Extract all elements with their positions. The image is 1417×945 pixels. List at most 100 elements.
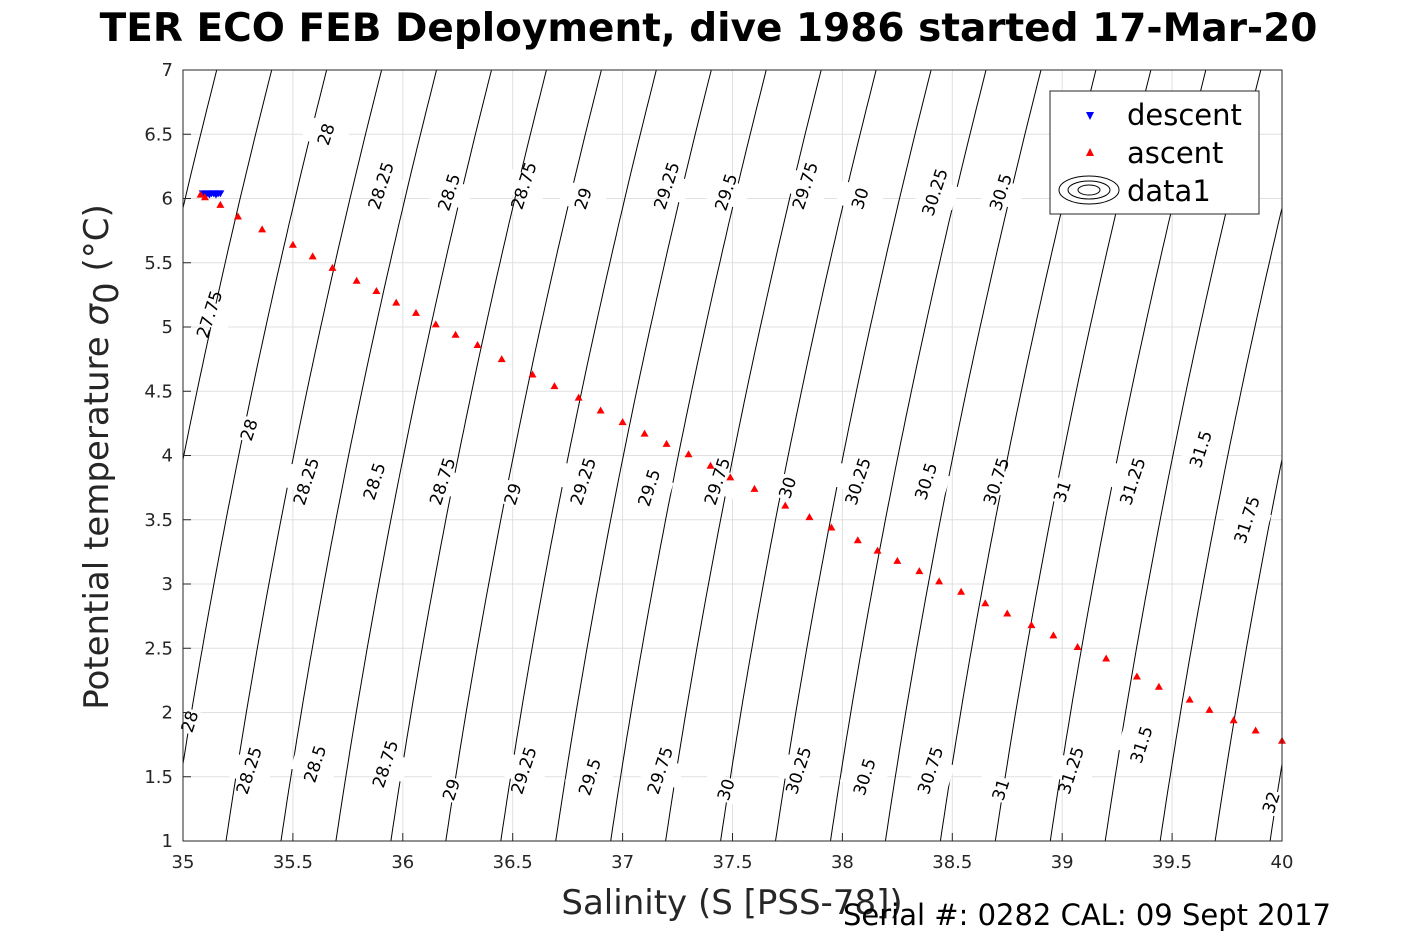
ascent-point (288, 240, 297, 248)
ascent-point (1205, 705, 1214, 713)
ascent-point (574, 393, 583, 401)
contour-label-bg (976, 173, 1026, 211)
y-tick-label: 1 (162, 831, 173, 852)
contour-label-bg (1037, 473, 1087, 510)
contour-label-bg (558, 180, 608, 217)
isopycnal-line (1269, 760, 1282, 841)
legend-descent-marker (1086, 112, 1094, 120)
contour-label-bg (349, 462, 399, 500)
ascent-point (196, 190, 205, 198)
ascent-point (258, 225, 267, 233)
contour-label-bg (762, 469, 813, 506)
y-tick-label: 1.5 (144, 767, 173, 788)
ascent-point (372, 287, 381, 295)
y-axis-label-main: Potential temperature (77, 326, 117, 710)
ascent-point (1132, 672, 1141, 680)
isopycnal-line (0, 32, 62, 867)
y-tick-label: 7 (162, 60, 173, 81)
y-tick-label: 6.5 (144, 124, 173, 145)
contour-label-bg (1046, 752, 1096, 789)
ascent-point (431, 320, 440, 328)
contour-label-bg (564, 758, 615, 795)
ascent-point (328, 263, 337, 271)
contour-label-bg (184, 295, 235, 333)
ascent-point (873, 546, 882, 554)
contour-label-bg (773, 752, 824, 789)
y-axis-label-sigma: σ (77, 303, 117, 326)
x-tick-label: 38.5 (932, 852, 972, 873)
ascent-point (1027, 621, 1036, 629)
contour-label-bg (780, 167, 830, 204)
contour-label-bg (624, 469, 674, 506)
y-axis-label-unit: (°C) (77, 204, 117, 282)
contour-label-bg (1246, 784, 1296, 821)
isopycnal-line (225, 70, 383, 841)
ascent-point (853, 536, 862, 544)
legend-entry-data1: data1 (1127, 174, 1211, 208)
contour-label-bg (635, 752, 685, 789)
ascent-point (915, 567, 924, 575)
contour-label-bg (1116, 726, 1166, 763)
x-tick-label: 38 (831, 852, 854, 873)
contour-label-bg (1107, 462, 1158, 500)
ascent-point (233, 212, 242, 220)
isopycnal-line (1214, 456, 1282, 841)
isopycnal-line (1321, 32, 1417, 867)
contour-label-bg (971, 462, 1021, 500)
x-tick-label: 37.5 (712, 852, 752, 873)
contour-label-bg (499, 752, 549, 789)
contour-label-bg (290, 745, 340, 783)
ascent-point (308, 252, 317, 260)
y-tick-label: 4 (162, 446, 173, 467)
contour-label-bg (488, 475, 538, 513)
chart-title: TER ECO FEB Deployment, dive 1986 starte… (99, 6, 1318, 51)
ascent-point (827, 523, 836, 531)
contour-label-bg (1176, 430, 1226, 468)
isopycnal-line (0, 32, 7, 867)
ascent-point (1229, 716, 1238, 724)
y-tick-label: 6 (162, 189, 173, 210)
legend-box (1049, 90, 1260, 215)
x-tick-label: 39 (1051, 852, 1074, 873)
ascent-point (781, 501, 790, 509)
contour-label-bg (641, 167, 692, 204)
contour-label-bg (558, 462, 608, 500)
ascent-point (706, 461, 715, 469)
ascent-point (352, 276, 361, 284)
ascent-point (662, 439, 671, 447)
ascent-point (640, 429, 649, 437)
ascent-point (1102, 654, 1111, 662)
contour-label-bg (301, 116, 351, 153)
ascent-point (497, 355, 506, 363)
legend: descent ascent data1 (1049, 90, 1260, 215)
contour-label-bg (835, 180, 885, 217)
contour-label-bg (976, 771, 1026, 808)
x-tick-label: 39.5 (1152, 852, 1192, 873)
serial-cal-note: Serial #: 0282 CAL: 09 Sept 2017 (843, 898, 1331, 932)
ascent-point (550, 382, 559, 390)
ascent-point (528, 370, 537, 378)
x-axis-ticks: 35 35.5 36 36.5 37 37.5 38 38.5 39 39.5 40 (172, 833, 1293, 873)
y-tick-label: 2.5 (144, 638, 173, 659)
ascent-point (893, 556, 902, 564)
y-tick-label: 5.5 (144, 253, 173, 274)
contour-label-bg (417, 462, 467, 500)
y-tick-label: 3 (162, 574, 173, 595)
isopycnal-line (884, 70, 1042, 841)
ascent-point (473, 340, 482, 348)
isopycnal-line (829, 70, 987, 841)
isopycnal-line (335, 70, 493, 841)
contour-label-bg (360, 745, 410, 783)
contour-label-bg (833, 462, 883, 500)
ascent-point (618, 418, 627, 426)
contour-label-bg (499, 167, 549, 204)
legend-contour-icon (1058, 175, 1120, 205)
isopycnal-line (1159, 205, 1282, 841)
ascent-point (935, 577, 944, 585)
ascent-point (1049, 631, 1058, 639)
y-axis-label: Potential temperature σ0 (°C) (77, 204, 127, 710)
contour-label-bg (910, 173, 960, 211)
isopycnal-line (500, 70, 657, 841)
x-tick-label: 35 (172, 852, 195, 873)
